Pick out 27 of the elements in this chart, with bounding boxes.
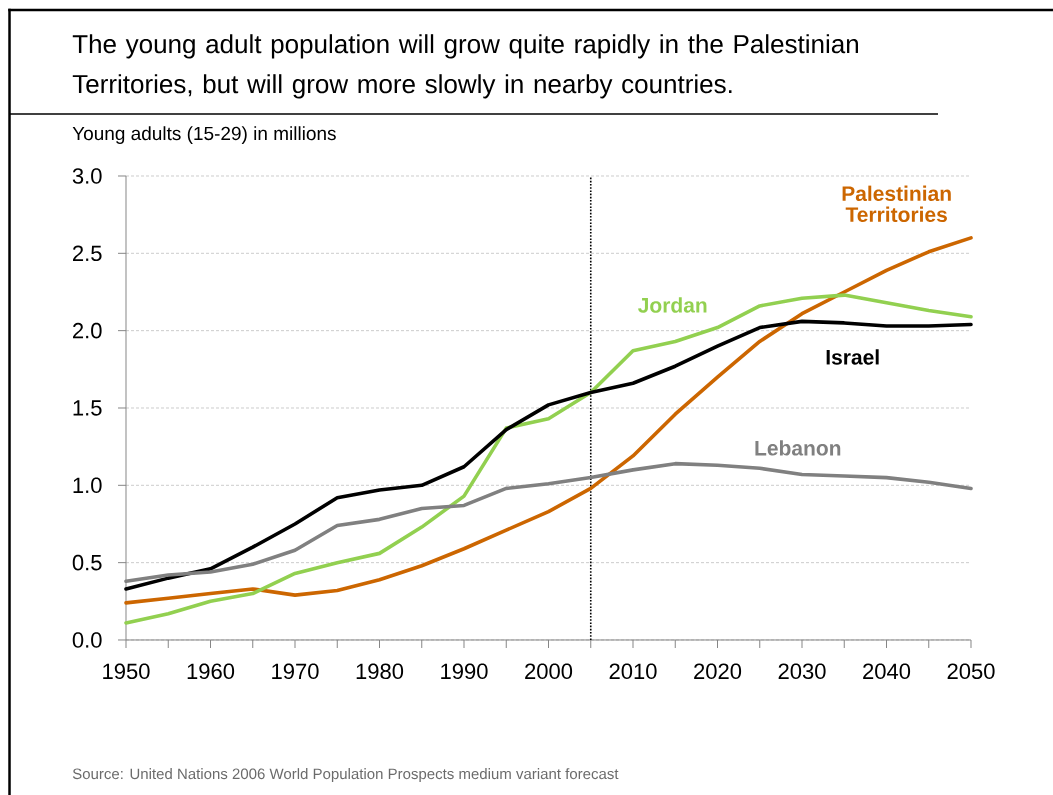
x-tick-label: 2010 xyxy=(609,663,657,680)
y-tick-label: 3.0 xyxy=(72,168,102,184)
x-tick-label: 1970 xyxy=(272,663,319,680)
y-tick-label: 1.5 xyxy=(73,400,102,416)
x-tick-label: 2020 xyxy=(694,663,742,680)
x-tick-label: 2040 xyxy=(863,663,911,680)
chart-title: The young adult population will grow quite rapidly in the Palestinian Territories, but will grow more slowly in nearby countries. xyxy=(72,34,858,99)
y-tick-label: 0.0 xyxy=(72,632,102,648)
y-tick-label: 1.0 xyxy=(73,477,102,494)
y-tick-label: 0.5 xyxy=(72,554,102,571)
line-series xyxy=(124,236,973,605)
x-tick-label: 1960 xyxy=(187,663,235,680)
y-axis-title: Young adults (15-29) in millions xyxy=(72,126,336,144)
source-note: Source: United Nations 2006 World Population Prospects medium variant forecast xyxy=(72,768,619,783)
x-tick-label: 2000 xyxy=(525,663,573,680)
series-label: Israel xyxy=(826,349,879,365)
x-tick-label: 2030 xyxy=(778,663,826,680)
series-label: Jordan xyxy=(638,297,707,313)
x-tick-label: 1980 xyxy=(356,663,404,680)
line-series xyxy=(124,293,973,625)
series-label: Lebanon xyxy=(755,440,841,456)
y-tick-label: 2.5 xyxy=(73,245,102,262)
x-tick-label: 1990 xyxy=(441,663,488,680)
series-label: Palestinian Territories xyxy=(842,185,951,223)
x-tick-label: 2050 xyxy=(947,663,995,680)
y-tick-label: 2.0 xyxy=(73,322,102,339)
x-tick-label: 1950 xyxy=(103,663,150,680)
